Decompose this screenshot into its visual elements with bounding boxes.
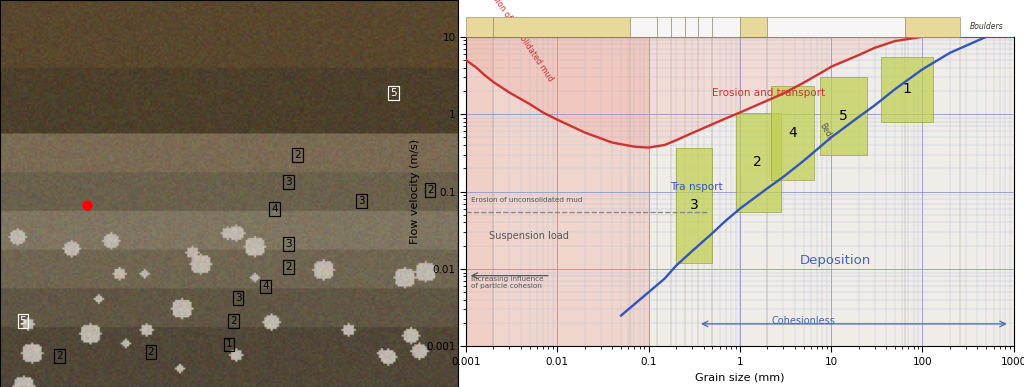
Text: 3: 3 — [689, 197, 698, 212]
Text: Silt: Silt — [555, 22, 567, 31]
Text: Pebbles: Pebbles — [820, 22, 850, 31]
Text: VCS: VCS — [719, 24, 732, 29]
FancyBboxPatch shape — [630, 17, 657, 37]
Text: 1: 1 — [902, 82, 911, 96]
Text: 3: 3 — [285, 239, 292, 249]
Text: 2: 2 — [753, 155, 762, 169]
Text: 2: 2 — [294, 150, 301, 160]
FancyBboxPatch shape — [671, 17, 685, 37]
Text: 3: 3 — [234, 293, 242, 303]
Text: Suspension load: Suspension load — [489, 231, 569, 241]
FancyBboxPatch shape — [657, 17, 671, 37]
Text: nsport: nsport — [689, 182, 723, 192]
Text: 5: 5 — [19, 316, 27, 326]
Text: Tra: Tra — [670, 182, 685, 192]
Text: 5: 5 — [839, 109, 848, 123]
FancyBboxPatch shape — [767, 17, 905, 37]
Text: VFS: VFS — [657, 24, 671, 29]
Text: MS: MS — [688, 24, 698, 29]
Bar — [735, 113, 780, 212]
Text: 2: 2 — [147, 347, 155, 357]
FancyBboxPatch shape — [739, 17, 767, 37]
Text: Erosion and transport: Erosion and transport — [713, 89, 825, 98]
Text: 2: 2 — [427, 185, 433, 195]
Text: Bedl.: Bedl. — [817, 122, 835, 143]
Text: Clay: Clay — [470, 22, 486, 31]
Text: 2: 2 — [285, 262, 292, 272]
Text: Deposition: Deposition — [800, 253, 870, 267]
Bar — [466, 37, 648, 346]
FancyBboxPatch shape — [494, 17, 630, 37]
Bar — [466, 37, 494, 346]
Text: 4: 4 — [271, 204, 278, 214]
Text: 1: 1 — [225, 339, 232, 349]
Bar — [676, 147, 713, 263]
Text: Erosion of consolidated mud: Erosion of consolidated mud — [483, 0, 555, 83]
Text: 3: 3 — [358, 196, 365, 206]
Text: Gran: Gran — [742, 24, 759, 29]
FancyBboxPatch shape — [466, 17, 494, 37]
Text: 3: 3 — [285, 177, 292, 187]
Text: CS: CS — [701, 24, 710, 29]
FancyBboxPatch shape — [685, 17, 698, 37]
Text: 5: 5 — [390, 88, 397, 98]
Text: Cobbles: Cobbles — [921, 22, 951, 31]
Text: 4: 4 — [788, 126, 797, 140]
X-axis label: Grain size (mm): Grain size (mm) — [695, 372, 784, 382]
FancyBboxPatch shape — [698, 17, 713, 37]
Text: FS: FS — [674, 24, 682, 29]
Y-axis label: Flow velocity (m/s): Flow velocity (m/s) — [411, 139, 421, 244]
Text: Boulders: Boulders — [970, 22, 1004, 31]
Bar — [881, 57, 933, 122]
Bar — [771, 86, 814, 180]
Bar — [820, 77, 867, 155]
Text: 2: 2 — [230, 316, 237, 326]
Text: Cohesionless: Cohesionless — [771, 316, 835, 325]
Text: 2: 2 — [56, 351, 62, 361]
FancyBboxPatch shape — [905, 17, 959, 37]
Text: 4: 4 — [262, 281, 268, 291]
FancyBboxPatch shape — [713, 17, 739, 37]
Text: Increasing influence
of particle cohesion: Increasing influence of particle cohesio… — [471, 276, 544, 289]
Text: Erosion of unconsolidated mud: Erosion of unconsolidated mud — [471, 197, 583, 203]
